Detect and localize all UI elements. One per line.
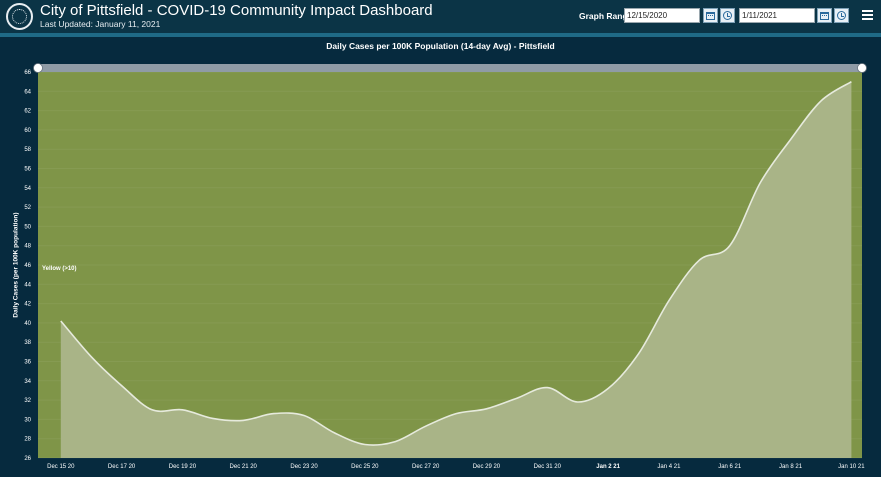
start-date-input[interactable] [624, 8, 700, 23]
end-time-clock-button[interactable] [834, 8, 849, 23]
y-tick-label: 38 [24, 340, 31, 346]
start-time-clock-button[interactable] [720, 8, 735, 23]
cases-area [60, 81, 852, 458]
y-tick-label: 40 [24, 321, 31, 327]
y-tick-label: 32 [24, 398, 31, 404]
start-date-calendar-button[interactable] [703, 8, 718, 23]
dashboard-header: City of Pittsfield - COVID-19 Community … [0, 0, 881, 33]
x-tick-label: Jan 6 21 [718, 464, 742, 470]
hamburger-menu-icon[interactable] [862, 10, 873, 20]
y-tick-label: 34 [24, 379, 31, 385]
x-tick-label: Dec 15 20 [47, 464, 75, 470]
range-slider-left-handle[interactable] [33, 63, 43, 73]
city-seal-icon [6, 3, 33, 30]
cases-line [60, 81, 852, 446]
y-tick-label: 58 [24, 147, 31, 153]
calendar-icon [706, 11, 715, 20]
end-date-calendar-button[interactable] [817, 8, 832, 23]
x-tick-label: Jan 4 21 [657, 464, 681, 470]
x-tick-label: Dec 29 20 [473, 464, 501, 470]
y-tick-label: 48 [24, 244, 31, 250]
y-tick-label: 30 [24, 417, 31, 423]
y-tick-label: 60 [24, 128, 31, 134]
header-divider [0, 33, 881, 37]
graph-range-label: Graph Range [579, 11, 633, 21]
last-updated-text: Last Updated: January 11, 2021 [40, 19, 161, 29]
y-tick-label: 46 [24, 263, 31, 269]
y-tick-label: 36 [24, 360, 31, 366]
y-axis-ticks: 26 28 30 32 34 36 38 40 42 44 46 48 50 52 54 56 58 60 62 64… [24, 70, 31, 462]
y-tick-label: 64 [24, 89, 31, 95]
chart-title: Daily Cases per 100K Population (14-day … [326, 41, 555, 51]
y-tick-label: 56 [24, 167, 31, 173]
x-tick-label: Dec 25 20 [351, 464, 379, 470]
x-tick-label: Dec 27 20 [412, 464, 440, 470]
x-tick-label: Jan 10 21 [838, 464, 865, 470]
y-tick-label: 28 [24, 437, 31, 443]
y-tick-label: 62 [24, 109, 31, 115]
y-tick-label: 52 [24, 205, 31, 211]
calendar-icon [820, 11, 829, 20]
band-label: Yellow (>10) [42, 266, 77, 272]
range-slider-track[interactable] [38, 64, 862, 72]
y-tick-label: 50 [24, 224, 31, 230]
end-date-input[interactable] [739, 8, 815, 23]
x-tick-label: Jan 2 21 [596, 464, 620, 470]
y-tick-label: 54 [24, 186, 31, 192]
x-tick-label: Dec 23 20 [290, 464, 318, 470]
clock-icon [723, 11, 732, 20]
page-title: City of Pittsfield - COVID-19 Community … [40, 2, 433, 19]
x-tick-label: Dec 19 20 [169, 464, 197, 470]
x-tick-label: Dec 21 20 [230, 464, 258, 470]
x-axis-ticks: Dec 15 20 Dec 17 20 Dec 19 20 Dec 21 20 Dec … [47, 464, 865, 470]
clock-icon [837, 11, 846, 20]
range-slider-right-handle[interactable] [857, 63, 867, 73]
y-tick-label: 26 [24, 456, 31, 462]
y-tick-label: 42 [24, 302, 31, 308]
x-tick-label: Dec 17 20 [108, 464, 136, 470]
y-tick-label: 44 [24, 282, 31, 288]
x-tick-label: Dec 31 20 [534, 464, 562, 470]
x-tick-label: Jan 8 21 [779, 464, 803, 470]
y-tick-label: 66 [24, 70, 31, 76]
